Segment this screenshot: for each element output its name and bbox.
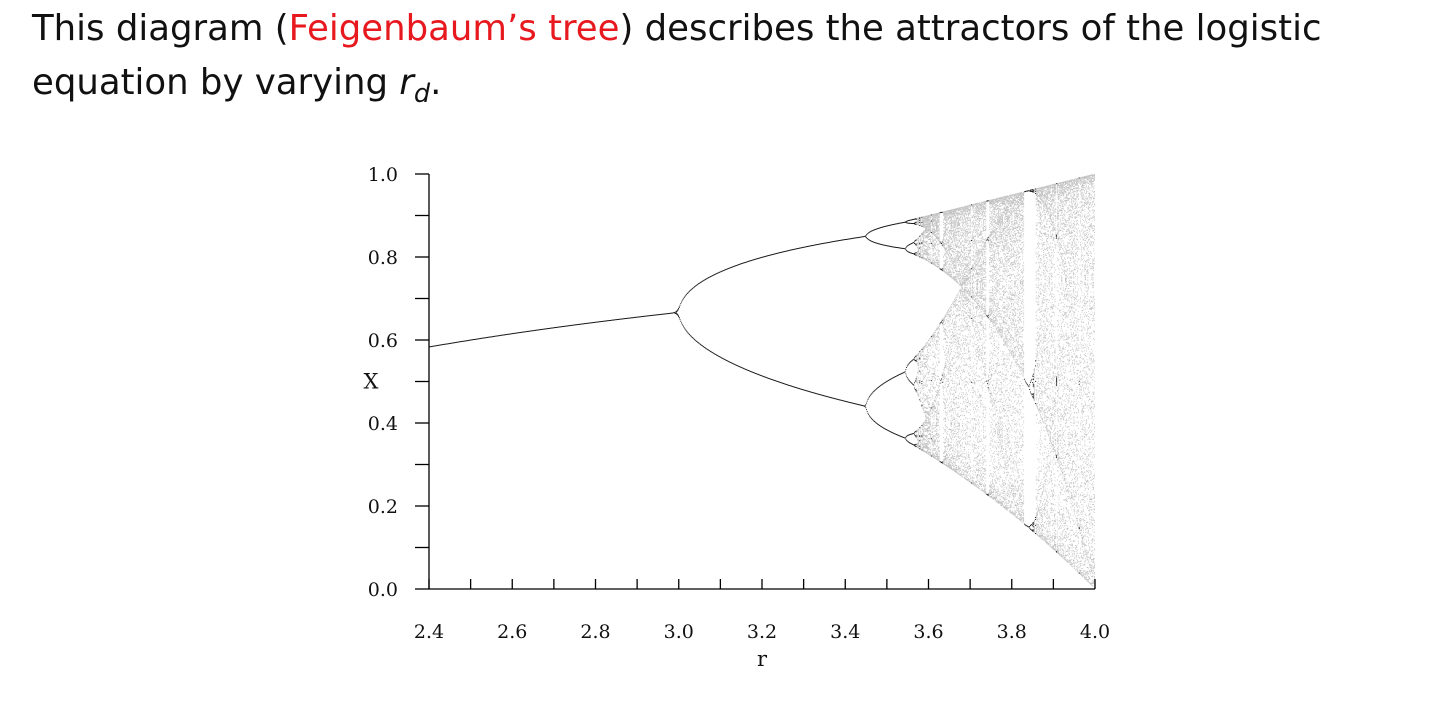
- intro-paragraph: This diagram (Feigenbaum’s tree) describ…: [32, 2, 1422, 110]
- x-tick-label: 2.8: [580, 621, 610, 643]
- y-tick-label: 1.0: [368, 164, 398, 186]
- x-tick-label: 4.0: [1080, 621, 1110, 643]
- axis-ticks: [415, 173, 1096, 590]
- intro-text-end: .: [430, 62, 442, 103]
- x-tick-label: 2.6: [497, 621, 527, 643]
- x-axis-title: r: [757, 647, 768, 671]
- intro-text-middle: ) describes the attractors of the logist…: [32, 8, 1322, 103]
- x-tick-label: 3.8: [997, 621, 1027, 643]
- y-axis-title: X: [364, 370, 379, 394]
- variable-r-d: rd: [399, 62, 430, 107]
- attractor-points: [429, 174, 1095, 589]
- y-tick-label: 0.0: [368, 579, 398, 601]
- y-tick-label: 0.4: [368, 413, 398, 435]
- axis-labels: 2.4 2.6 2.8 3.0 3.2 3.4 3.6 3.8 4.0 0.0 0.2 0.4 0.6 0…: [364, 164, 1111, 671]
- x-tick-label: 3.6: [913, 621, 943, 643]
- x-tick-label: 3.4: [830, 621, 860, 643]
- feigenbaum-tree-link[interactable]: Feigenbaum’s tree: [288, 8, 620, 49]
- x-tick-label: 3.2: [747, 621, 777, 643]
- variable-subscript-d: d: [413, 79, 431, 110]
- y-tick-label: 0.6: [368, 330, 398, 352]
- variable-r: r: [399, 62, 414, 103]
- x-tick-label: 3.0: [664, 621, 694, 643]
- y-tick-label: 0.8: [368, 247, 398, 269]
- y-tick-label: 0.2: [368, 496, 398, 518]
- x-tick-label: 2.4: [414, 621, 444, 643]
- chaotic-attractor-cloud: [916, 174, 1095, 589]
- intro-text-start: This diagram (: [32, 8, 289, 49]
